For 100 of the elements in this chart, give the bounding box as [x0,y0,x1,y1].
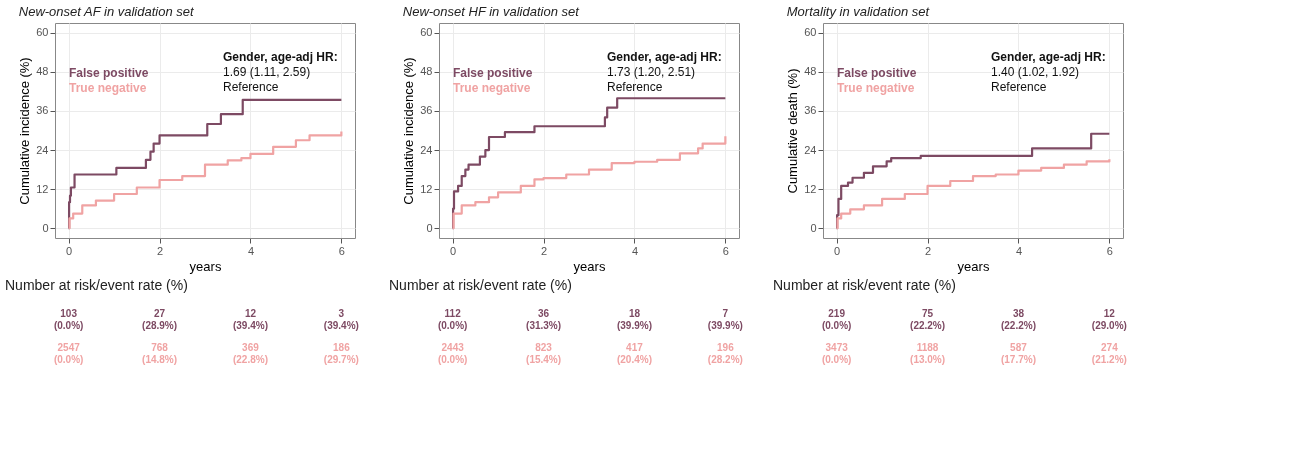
text: 219 [828,308,846,319]
text: (0.0%) [437,354,468,365]
text: Number at risk/event rate (%) [5,277,188,293]
x-axis-title: years [573,258,606,274]
x-tick-label: 2 [924,244,932,257]
y-tick-label: 36 [420,104,433,117]
text: (39.4%) [323,320,359,331]
y-tick-label: 0 [42,221,49,234]
text: 12 [244,308,257,319]
text: 18 [628,308,641,319]
annotation: Gender, age-adj HR: [991,50,1106,64]
x-tick-label: 2 [156,244,164,257]
y-axis-title: Cumulative incidence (%) [401,57,417,205]
text: (0.0%) [53,320,84,331]
x-axis-title: years [957,258,990,274]
text: 36 [537,308,550,319]
y-tick-label: 60 [420,26,433,39]
text: True negative [837,81,915,95]
text: False positive [453,66,533,80]
text: False positive [69,66,149,80]
y-tick-label: 36 [36,104,49,117]
text: (0.0%) [437,320,468,331]
annotation: Reference [607,80,663,94]
text: (15.4%) [526,354,562,365]
text: 2443 [441,342,465,353]
y-tick-label: 48 [804,65,817,78]
x-tick-label: 4 [1015,244,1023,257]
chart-title: New-onset HF in validation set [402,4,581,19]
y-axis-title: Cumulative death (%) [785,68,801,194]
text: False positive [837,66,917,80]
text: (17.7%) [1000,354,1036,365]
annotation: Gender, age-adj HR: [223,50,338,64]
x-tick-label: 2 [540,244,548,257]
text: (0.0%) [821,320,852,331]
y-tick-label: 24 [36,143,49,156]
text: (31.3%) [526,320,562,331]
text: True negative [453,81,531,95]
text: (22.8%) [232,354,268,365]
y-tick-label: 60 [36,26,49,39]
annotation: Reference [223,80,279,94]
y-tick-label: 12 [36,182,49,195]
x-tick-label: 4 [631,244,639,257]
text: 186 [333,342,351,353]
text: (14.8%) [142,354,178,365]
text: 7 [722,308,729,319]
y-tick-label: 24 [804,143,817,156]
text: (21.2%) [1091,354,1127,365]
text: (28.9%) [142,320,178,331]
text: 112 [444,308,462,319]
text: (29.7%) [323,354,359,365]
text: 417 [626,342,644,353]
text: (13.0%) [910,354,946,365]
text: 823 [535,342,553,353]
annotation: Gender, age-adj HR: [607,50,722,64]
y-tick-label: 12 [420,182,433,195]
annotation: 1.40 (1.02, 1.92) [991,65,1080,79]
text: 369 [242,342,260,353]
x-tick-label: 6 [722,244,729,257]
text: 12 [1103,308,1116,319]
x-tick-label: 0 [450,244,457,257]
text: Number at risk/event rate (%) [389,277,572,293]
text: 196 [717,342,735,353]
text: (39.4%) [232,320,268,331]
text: 27 [153,308,166,319]
x-tick-label: 6 [1106,244,1113,257]
text: 103 [60,308,78,319]
y-tick-label: 60 [804,26,817,39]
text: (29.0%) [1091,320,1127,331]
y-tick-label: 48 [420,65,433,78]
text: 274 [1101,342,1119,353]
text: (22.2%) [910,320,946,331]
y-tick-label: 48 [36,65,49,78]
y-axis-title: Cumulative incidence (%) [17,57,33,205]
y-tick-label: 0 [426,221,433,234]
y-tick-label: 12 [804,182,817,195]
text: 3473 [825,342,849,353]
x-tick-label: 0 [834,244,841,257]
annotation: 1.69 (1.11, 2.59) [223,65,311,79]
text: 1188 [916,342,939,353]
annotation: Reference [991,80,1047,94]
text: (39.9%) [616,320,652,331]
text: 38 [1012,308,1025,319]
text: Number at risk/event rate (%) [773,277,956,293]
annotation: 1.73 (1.20, 2.51) [607,65,696,79]
text: 3 [338,308,345,319]
y-tick-label: 36 [804,104,817,117]
x-tick-label: 0 [66,244,73,257]
x-tick-label: 6 [338,244,345,257]
text: 587 [1010,342,1028,353]
text: True negative [69,81,147,95]
x-tick-label: 4 [247,244,255,257]
text: 75 [921,308,934,319]
chart-title: New-onset AF in validation set [18,4,196,19]
text: (22.2%) [1000,320,1036,331]
chart-title: Mortality in validation set [786,4,931,19]
text: (0.0%) [821,354,852,365]
text: (0.0%) [53,354,84,365]
text: 768 [151,342,169,353]
x-axis-title: years [189,258,222,274]
text: 2547 [57,342,81,353]
